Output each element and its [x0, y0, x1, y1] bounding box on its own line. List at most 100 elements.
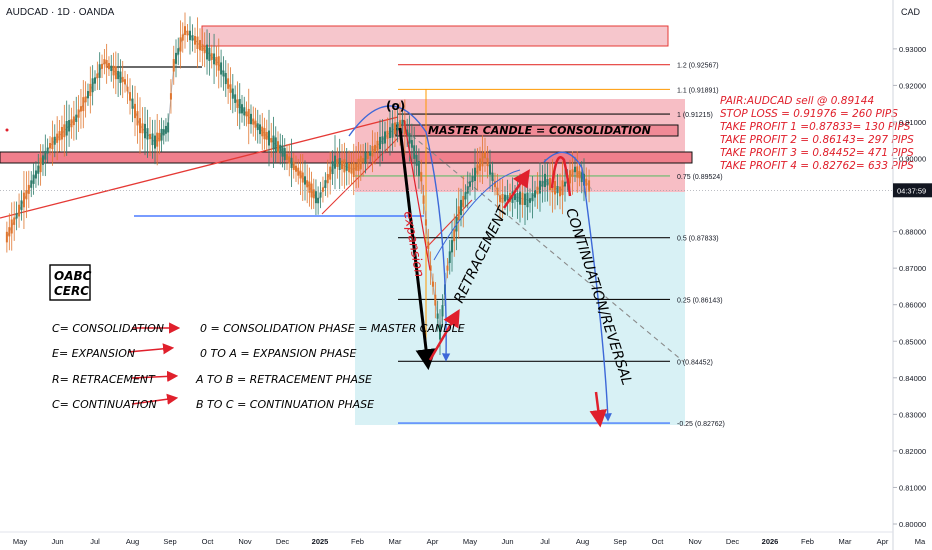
trade-line-3: TAKE PROFIT 1 =0.87833= 130 PIPS: [720, 121, 911, 133]
candle-body: [227, 78, 230, 89]
candle-body: [224, 73, 227, 85]
candle-body: [96, 73, 99, 79]
trade-line-2: STOP LOSS = 0.91976 = 260 PIPS: [720, 108, 898, 120]
candle-body: [304, 176, 306, 185]
candle-body: [186, 30, 189, 36]
y-tick-label: 0.84000: [899, 374, 926, 383]
x-tick-label: Apr: [427, 537, 439, 546]
candle-body: [295, 165, 297, 172]
candle-body: [136, 111, 139, 126]
candle-body: [462, 195, 465, 208]
x-tick-label: Jul: [540, 537, 550, 546]
candle-body: [112, 65, 115, 76]
time-axis[interactable]: May Jun Jul Aug Sep Oct Nov Dec 2025 Feb Mar Apr May…: [0, 531, 926, 546]
candle-body: [189, 30, 191, 41]
candle-body: [319, 192, 322, 198]
rising-trendline: [0, 116, 399, 219]
candle-body: [359, 155, 362, 170]
candle-body: [394, 122, 396, 135]
fib-label-1.2: 1.2 (0.92567): [677, 63, 719, 70]
candle-body: [272, 135, 275, 150]
candle-body: [362, 158, 365, 163]
candle-body: [247, 108, 250, 125]
red-top-curve: [550, 156, 572, 197]
y-tick-label: 0.83000: [899, 410, 926, 419]
candle-body: [146, 128, 149, 140]
candle-body: [391, 123, 394, 138]
candle-body: [252, 118, 255, 125]
candle-body: [559, 186, 561, 197]
candle-body: [464, 192, 467, 200]
candle-body: [250, 113, 252, 125]
fib-layer: 1.2 (0.92567) 1.1 (0.91891) 1 (0.91215) 0.7…: [355, 63, 725, 428]
candle-body: [160, 128, 163, 141]
y-tick-label: 0.86000: [899, 301, 926, 310]
candle-body: [119, 71, 122, 83]
candle-body: [534, 190, 536, 198]
legend-row-1-right: 0 = CONSOLIDATION PHASE = MASTER CANDLE: [200, 322, 465, 335]
candle-body: [236, 99, 239, 108]
candle-body: [222, 70, 225, 77]
candle-body: [210, 53, 213, 60]
candle-body: [386, 130, 389, 139]
candle-body: [177, 48, 180, 55]
master-candle-label: MASTER CANDLE = CONSOLIDATION: [428, 124, 651, 137]
candle-body: [379, 136, 381, 150]
annotations: [127, 105, 612, 428]
candle-body: [494, 181, 496, 187]
candle-body: [514, 193, 516, 200]
x-tick-label: Oct: [202, 537, 215, 546]
candle-body: [476, 164, 479, 175]
y-tick-label: 0.93000: [899, 45, 926, 54]
candle-body: [406, 129, 409, 137]
candle-body: [588, 180, 591, 192]
trade-line-1: PAIR:AUDCAD sell @ 0.89144: [720, 95, 874, 107]
symbol-title[interactable]: AUDCAD · 1D · OANDA: [6, 7, 115, 18]
candle-body: [101, 63, 104, 69]
candle-body: [65, 120, 68, 136]
candle-body: [30, 180, 33, 188]
y-tick-label: 0.90000: [899, 155, 926, 164]
x-tick-label: Apr: [877, 537, 889, 546]
trade-line-6: TAKE PROFIT 4 = 0.82762= 633 PIPS: [720, 160, 914, 172]
candle-body: [408, 133, 411, 144]
candle-body: [72, 116, 75, 126]
candle-body: [448, 251, 451, 263]
candle-body: [156, 132, 159, 147]
candle-body: [401, 119, 404, 125]
candle-body: [91, 78, 94, 93]
candle-body: [281, 145, 284, 157]
x-tick-label: Sep: [613, 537, 626, 546]
candle-body: [270, 138, 273, 143]
candle-body: [13, 217, 16, 225]
candle-body: [396, 122, 399, 131]
legend-row-2-right: 0 TO A = EXPANSION PHASE: [200, 347, 356, 360]
candle-body: [345, 162, 348, 171]
trade-line-4: TAKE PROFIT 2 = 0.86143= 297 PIPS: [720, 134, 914, 146]
candle-body: [336, 159, 339, 167]
candle-body: [215, 57, 218, 66]
candle-body: [167, 122, 170, 133]
candle-body: [331, 161, 334, 175]
candle-body: [191, 35, 194, 41]
candle-body: [539, 180, 541, 194]
legend-row-2-left: E= EXPANSION: [52, 347, 135, 360]
candle-body: [384, 131, 386, 144]
currency-label: CAD: [901, 7, 921, 17]
candle-body: [5, 231, 8, 243]
candle-body: [22, 192, 25, 208]
candle-body: [201, 44, 204, 51]
candle-body: [429, 265, 432, 271]
candle-body: [129, 92, 131, 101]
candle-body: [70, 119, 73, 128]
candle-body: [381, 136, 384, 145]
candle-body: [263, 128, 266, 140]
candle-body: [217, 56, 220, 71]
candle-body: [427, 241, 430, 250]
candle-body: [283, 148, 286, 161]
candle-body: [338, 158, 341, 170]
candle-body: [126, 86, 129, 92]
candle-body: [580, 172, 583, 183]
